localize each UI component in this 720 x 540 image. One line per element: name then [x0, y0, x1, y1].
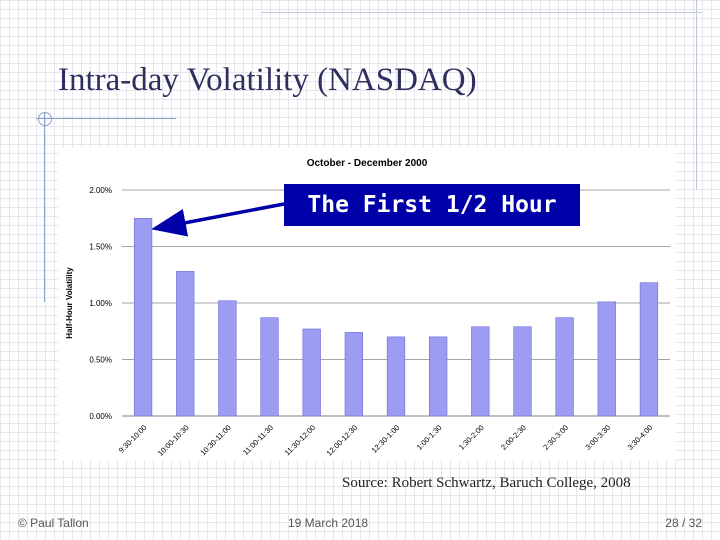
x-tick-label: 1:30-2:00 [457, 423, 486, 452]
bar [597, 301, 616, 417]
volatility-bar-chart: October - December 2000 Half-Hour Volati… [65, 158, 670, 458]
x-tick-label: 2:00-2:30 [499, 423, 528, 452]
bar [429, 336, 448, 417]
y-tick-label: 1.00% [89, 299, 112, 308]
x-tick-labels: 9:30-10:00 10:00-10:30 10:30-11:00 11:00-11… [117, 423, 655, 458]
bar [344, 332, 363, 417]
bar [302, 328, 321, 417]
x-tick-label: 11:00-11:30 [241, 423, 275, 457]
y-axis-label: Half-Hour Volatility [65, 267, 74, 339]
x-tick-label: 3:00-3:30 [583, 423, 612, 452]
chart-title: October - December 2000 [307, 158, 428, 169]
callout-box: The First 1/2 Hour [284, 184, 580, 226]
decorative-vertical-line [44, 112, 45, 302]
footer-page-number: 28 / 32 [665, 516, 702, 530]
x-tick-label: 11:30-12:00 [283, 423, 317, 457]
bar [176, 271, 195, 417]
decorative-top-line [262, 0, 702, 13]
y-tick-label: 0.50% [89, 356, 112, 365]
x-tick-label: 3:30-4:00 [626, 423, 655, 452]
y-tick-label: 2.00% [89, 186, 112, 195]
x-tick-label: 9:30-10:00 [117, 423, 149, 455]
bar [386, 336, 406, 417]
decorative-horizontal-line [36, 118, 176, 119]
decorative-circle [38, 112, 52, 126]
x-tick-label: 10:30-11:00 [199, 423, 233, 457]
decorative-right-line [696, 0, 697, 190]
x-tick-label: 12:00-12:30 [325, 423, 360, 458]
bars [133, 217, 659, 417]
x-tick-label: 10:00-10:30 [156, 423, 191, 458]
bar [513, 326, 532, 417]
footer-author: © Paul Tallon [18, 516, 89, 530]
x-tick-label: 12:30-1:00 [370, 423, 402, 455]
bar [133, 217, 153, 417]
x-tick-label: 1:00-1:30 [415, 423, 444, 452]
x-tick-label: 2:30-3:00 [541, 423, 570, 452]
bar [260, 317, 279, 417]
bar [218, 300, 237, 417]
source-note: Source: Robert Schwartz, Baruch College,… [342, 475, 631, 491]
y-tick-labels: 0.00% 0.50% 1.00% 1.50% 2.00% [89, 186, 112, 421]
bar [639, 282, 659, 417]
bar [471, 326, 490, 417]
bar [555, 317, 574, 417]
y-tick-label: 0.00% [89, 412, 112, 421]
y-tick-label: 1.50% [89, 243, 112, 252]
footer-date: 19 March 2018 [288, 516, 369, 530]
slide-title: Intra-day Volatility (NASDAQ) [58, 62, 477, 98]
